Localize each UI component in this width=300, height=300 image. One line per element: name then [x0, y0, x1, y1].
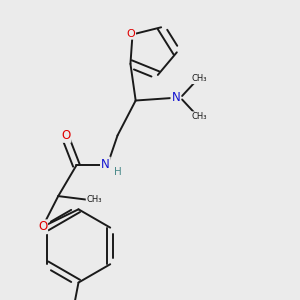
Text: H: H — [114, 167, 122, 177]
Text: O: O — [61, 129, 70, 142]
Text: O: O — [126, 29, 135, 39]
Text: N: N — [101, 158, 110, 170]
Text: CH₃: CH₃ — [191, 112, 207, 121]
Text: N: N — [171, 91, 180, 104]
Text: CH₃: CH₃ — [86, 195, 102, 204]
Text: O: O — [38, 220, 47, 233]
Text: CH₃: CH₃ — [191, 74, 207, 83]
